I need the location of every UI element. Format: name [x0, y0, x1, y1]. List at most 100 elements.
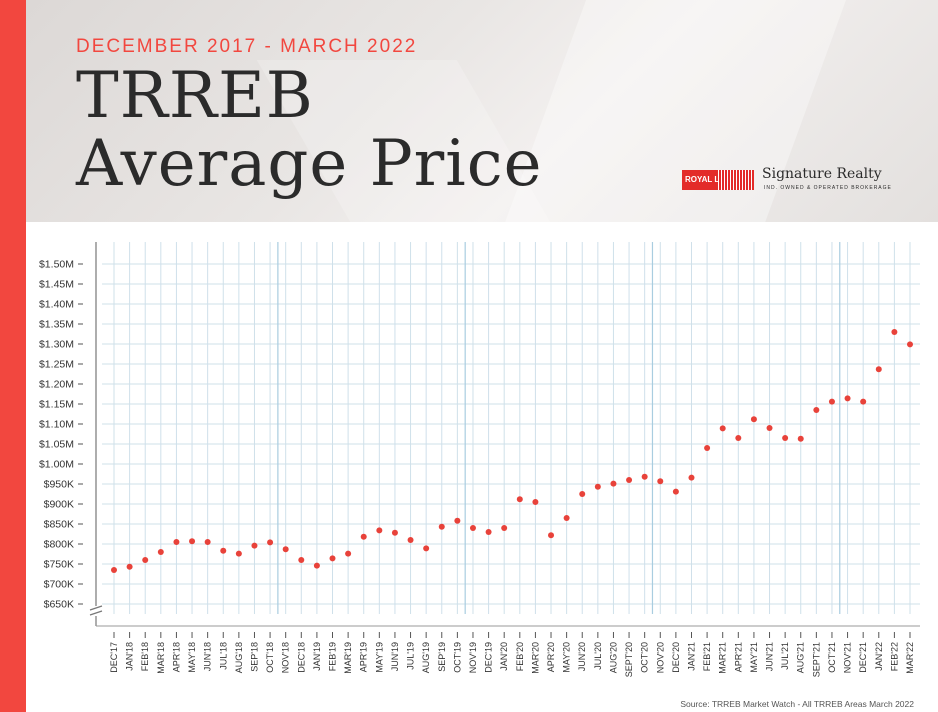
x-tick-label: JAN'22: [874, 642, 884, 671]
data-point: [516, 496, 523, 503]
data-point: [579, 491, 586, 497]
data-point: [111, 567, 117, 573]
data-point: [766, 425, 773, 431]
data-point: [220, 547, 227, 554]
brand-name: Signature Realty: [762, 166, 882, 182]
y-tick-label: $1.50M: [39, 259, 74, 271]
data-point: [860, 398, 867, 405]
x-tick-label: JUL'21: [780, 642, 790, 670]
accent-bar: [0, 0, 26, 712]
x-tick-label: JUN'20: [577, 642, 587, 671]
x-tick-label: MAR'22: [905, 642, 915, 674]
y-tick-label: $650K: [44, 599, 74, 611]
logo-text: ROYAL LEPAGE: [685, 175, 747, 184]
y-tick-label: $1.25M: [39, 359, 74, 371]
data-point: [313, 562, 320, 569]
x-tick-label: SEP'19: [437, 642, 447, 672]
x-tick-label: NOV'18: [281, 642, 291, 673]
data-point: [704, 445, 711, 451]
x-tick-label: JAN'20: [499, 642, 509, 671]
x-tick-label: DEC'18: [296, 642, 306, 673]
data-points: [111, 329, 913, 573]
x-tick-label: DEC'21: [858, 642, 868, 673]
x-tick-label: FEB'21: [702, 642, 712, 671]
y-tick-label: $1.40M: [39, 299, 74, 311]
x-tick-label: FEB'22: [889, 642, 899, 671]
data-point: [844, 395, 851, 402]
y-tick-label: $1.00M: [39, 459, 74, 471]
x-tick-label: OCT'20: [640, 642, 650, 673]
x-tick-label: JUL'20: [593, 642, 603, 670]
data-point: [875, 366, 882, 373]
source-note: Source: TRREB Market Watch - All TRREB A…: [680, 699, 914, 709]
data-point: [391, 529, 398, 536]
x-tick-label: MAY'19: [374, 642, 384, 673]
x-tick-label: SEPT'21: [811, 642, 821, 677]
x-tick-label: NOV'20: [655, 642, 665, 673]
x-tick-label: APR'20: [546, 642, 556, 672]
chart-subtitle: DECEMBER 2017 - MARCH 2022: [76, 36, 418, 57]
data-point: [345, 550, 352, 557]
x-tick-label: OCT'19: [452, 642, 462, 673]
data-point: [532, 499, 539, 505]
x-tick-label: APR'21: [733, 642, 743, 672]
title-line-2: Average Price: [76, 127, 543, 201]
x-tick-label: MAR'20: [530, 642, 540, 674]
data-point: [282, 546, 289, 553]
data-point: [407, 537, 414, 543]
data-point: [735, 435, 742, 441]
data-point: [501, 525, 508, 531]
data-point: [204, 539, 211, 545]
data-point: [485, 529, 492, 535]
x-tick-label: APR'18: [171, 642, 181, 672]
y-tick-label: $750K: [44, 559, 74, 571]
x-tick-label: MAY'18: [187, 642, 197, 673]
data-point: [235, 550, 242, 557]
x-tick-label: JAN'21: [686, 642, 696, 671]
x-tick-label: FEB'18: [140, 642, 150, 671]
data-point: [813, 407, 820, 413]
x-tick-label: JUL'19: [406, 642, 416, 670]
y-tick-label: $1.15M: [39, 399, 74, 411]
x-tick-label: JAN'19: [312, 642, 322, 671]
x-tick-label: MAY'21: [749, 642, 759, 673]
y-tick-label: $1.10M: [39, 419, 74, 431]
x-tick-label: JUN'21: [765, 642, 775, 671]
y-tick-label: $1.20M: [39, 379, 74, 391]
x-tick-label: DEC'19: [484, 642, 494, 673]
data-point: [594, 483, 601, 490]
data-point: [750, 416, 757, 423]
data-point: [610, 480, 617, 487]
data-point: [719, 425, 726, 432]
y-tick-label: $1.35M: [39, 319, 74, 331]
data-point: [173, 539, 180, 545]
x-tick-label: JAN'18: [125, 642, 135, 671]
x-tick-label: AUG'21: [796, 642, 806, 673]
x-tick-label: AUG'18: [234, 642, 244, 673]
data-point: [626, 477, 633, 483]
y-tick-label: $800K: [44, 539, 74, 551]
logo-stripes: [718, 170, 754, 190]
data-point: [688, 474, 695, 481]
data-point: [298, 557, 305, 563]
y-tick-label: $1.05M: [39, 439, 74, 451]
data-point: [548, 532, 555, 539]
data-point: [563, 515, 570, 521]
brand-tagline: IND. OWNED & OPERATED BROKERAGE: [764, 185, 892, 191]
x-tick-label: FEB'20: [515, 642, 525, 671]
y-tick-label: $700K: [44, 579, 74, 591]
x-axis-ticks: DEC'17 JAN'18 FEB'18 MAR'18 APR'18 MAY'18 JUN'…: [109, 632, 915, 677]
data-point: [251, 542, 258, 549]
x-tick-label: FEB'19: [328, 642, 338, 671]
y-tick-label: $900K: [44, 499, 74, 511]
brand-logo: ROYAL LEPAGE Signature Realty IND. OWNED…: [682, 166, 932, 196]
data-point: [672, 488, 679, 495]
x-tick-label: MAR'21: [718, 642, 728, 674]
axis-break: [89, 605, 103, 616]
x-tick-label: OCT'18: [265, 642, 275, 673]
x-tick-label: JUN'18: [203, 642, 213, 671]
data-point: [376, 527, 383, 534]
data-point: [828, 398, 835, 405]
data-point: [329, 555, 336, 562]
data-point: [907, 341, 913, 348]
